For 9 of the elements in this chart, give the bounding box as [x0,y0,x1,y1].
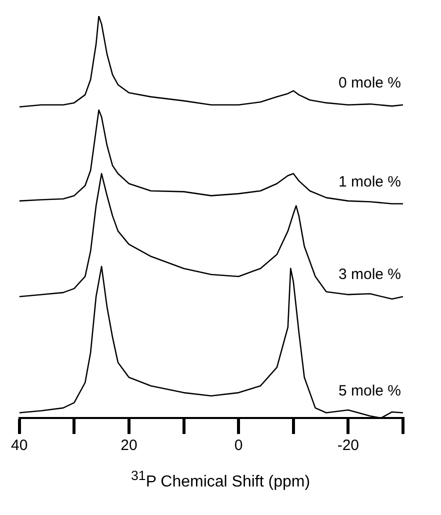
series-label: 3 mole % [338,266,401,284]
series-label: 0 mole % [338,74,401,92]
x-axis-title: $^{31}$P Chemical Shift (ppm) [130,468,312,492]
x-tick-label: -20 [337,437,360,454]
x-tick-label: 20 [120,437,138,454]
series-label: 1 mole % [338,173,401,190]
x-tick-label: 0 [234,437,243,454]
series-label: 5 mole % [338,382,401,400]
x-tick-label: 40 [11,437,28,454]
